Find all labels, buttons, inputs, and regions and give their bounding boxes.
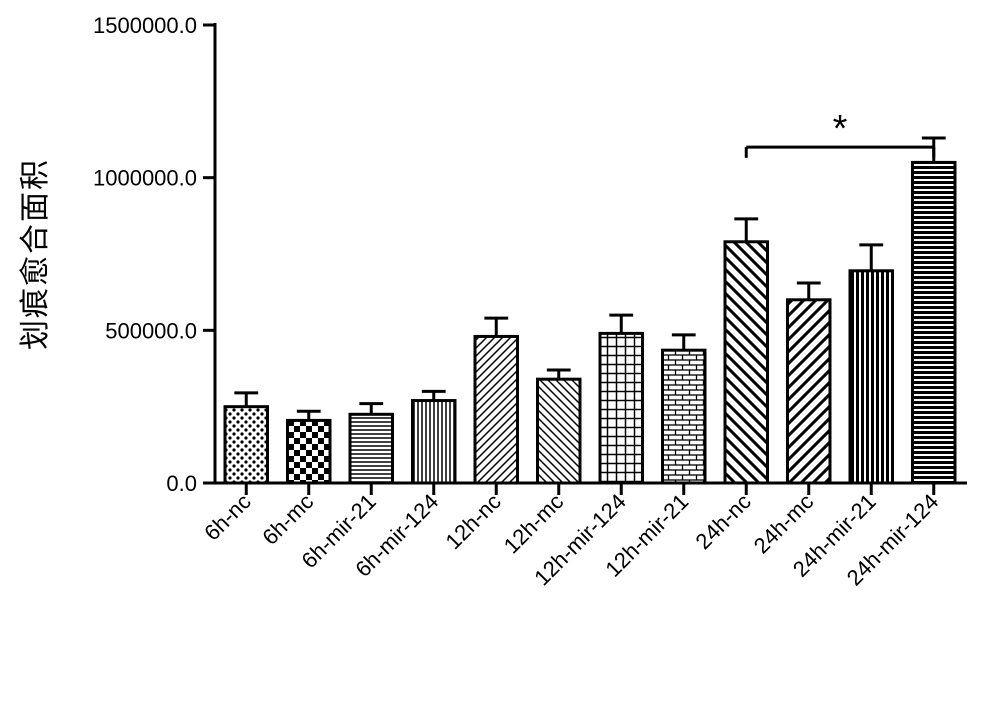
chart-page: { "chart": { "type": "bar", "y_axis_labe… (0, 0, 1000, 721)
bar (413, 401, 456, 483)
bar (538, 379, 581, 483)
x-tick-label: 6h-mc (257, 489, 318, 550)
y-ticks: 0.0 500000.0 1000000.0 1500000.0 (93, 13, 215, 496)
y-tick-label: 1000000.0 (93, 166, 197, 191)
y-tick-label: 1500000.0 (93, 13, 197, 38)
bar (288, 420, 331, 483)
bar (475, 336, 518, 483)
bar (663, 350, 706, 483)
bar (600, 333, 643, 483)
significance-star: * (833, 108, 848, 150)
bar (913, 162, 956, 483)
bars (225, 162, 955, 483)
y-axis-title: 划痕愈合面积 (19, 158, 52, 350)
y-axis-label: 划痕愈合面积 (19, 158, 52, 350)
x-tick-label: 12h-nc (441, 489, 506, 554)
error-bars (234, 138, 945, 420)
bar (225, 407, 268, 483)
bar-chart: * 0.0 500000.0 1000000.0 1500000.0 6h-nc6h-… (0, 0, 1000, 721)
y-tick-label: 0.0 (166, 471, 197, 496)
x-tick-label: 24h-nc (691, 489, 756, 554)
x-ticks: 6h-nc6h-mc6h-mir-216h-mir-12412h-nc12h-m… (199, 483, 943, 590)
bar (788, 300, 831, 483)
bar (350, 414, 393, 483)
bar (725, 242, 768, 483)
bar (850, 271, 893, 483)
significance-bracket: * (746, 108, 934, 158)
x-tick-label: 6h-nc (199, 489, 256, 546)
y-tick-label: 500000.0 (105, 318, 197, 343)
